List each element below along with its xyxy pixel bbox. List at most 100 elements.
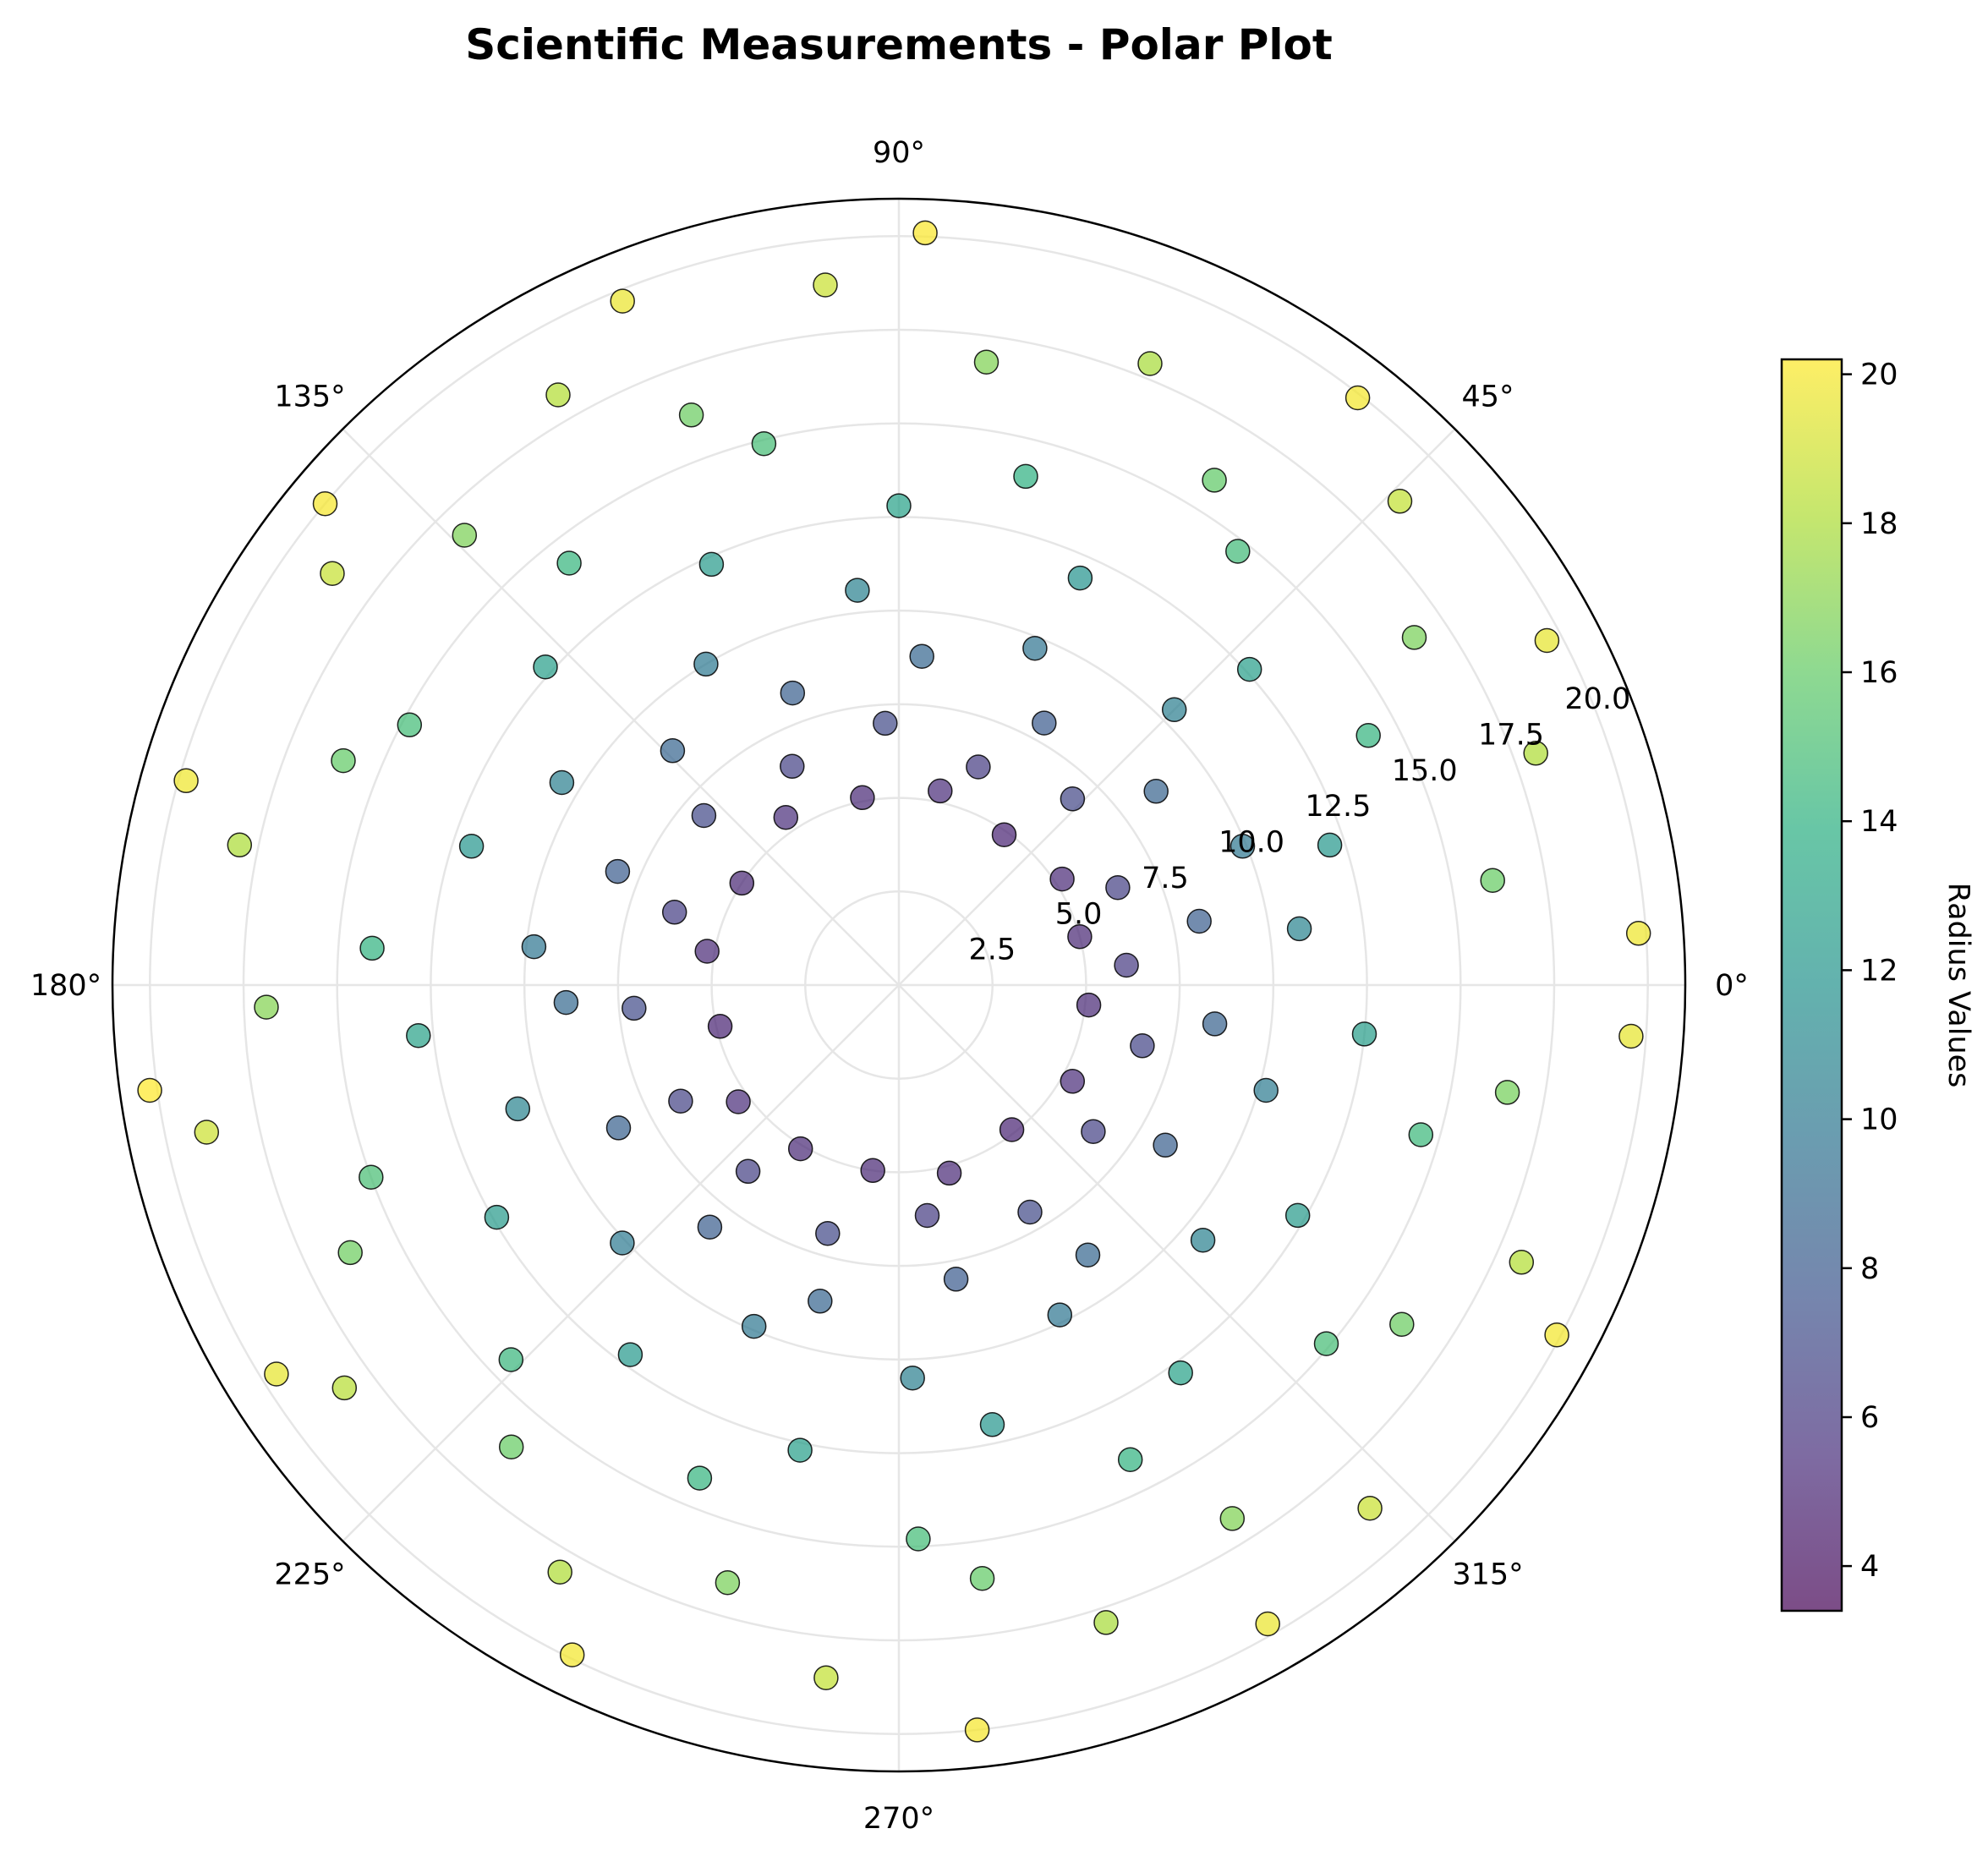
colorbar-tick-label: 12 xyxy=(1860,954,1898,988)
data-point xyxy=(1253,1077,1279,1103)
data-point xyxy=(697,1214,723,1240)
data-point xyxy=(691,802,717,829)
data-point xyxy=(331,747,356,774)
colorbar-ticks: 4 6 8 10 12 14 16 18 20 xyxy=(1842,359,1898,1584)
data-point xyxy=(1387,489,1413,514)
data-point xyxy=(173,768,199,794)
data-point xyxy=(707,1014,733,1039)
theta-tick-label: 135° xyxy=(274,381,345,414)
data-point xyxy=(1509,1250,1535,1275)
data-point xyxy=(553,989,579,1016)
data-point xyxy=(1186,908,1212,934)
data-point xyxy=(605,1115,632,1141)
data-point xyxy=(605,858,631,884)
data-point xyxy=(1236,656,1262,682)
data-point xyxy=(726,1089,751,1114)
colorbar-frame xyxy=(1780,358,1843,1612)
data-point xyxy=(498,1434,524,1459)
data-point xyxy=(505,1096,531,1122)
data-point xyxy=(549,769,575,796)
colorbar-label: Radius Values xyxy=(1941,883,1975,1088)
data-point xyxy=(1202,1011,1228,1037)
radius-tick-labels: 2.5 5.0 7.5 10.0 12.5 15.0 17.5 20.0 xyxy=(968,682,1630,967)
colorbar-gradient xyxy=(1782,359,1842,1611)
data-point xyxy=(660,738,686,764)
data-point xyxy=(1544,1322,1569,1348)
theta-tick-label: 225° xyxy=(274,1558,345,1592)
data-point xyxy=(661,900,687,925)
data-point xyxy=(264,1361,289,1387)
data-point xyxy=(813,272,838,298)
data-point xyxy=(1480,868,1505,893)
data-point xyxy=(458,834,485,859)
data-point xyxy=(780,753,805,780)
data-point xyxy=(545,382,571,408)
data-point xyxy=(1357,1495,1383,1521)
data-point xyxy=(1081,1119,1106,1144)
data-point xyxy=(860,1158,885,1184)
polar-outer-frame xyxy=(111,197,1687,1773)
radius-tick-label: 10.0 xyxy=(1219,826,1284,860)
data-point xyxy=(1255,1611,1280,1637)
data-point xyxy=(741,1313,767,1339)
data-point xyxy=(556,550,582,576)
data-point xyxy=(914,1202,940,1229)
data-point xyxy=(1130,1033,1155,1059)
colorbar-tick-label: 4 xyxy=(1860,1550,1879,1584)
data-point xyxy=(973,349,999,375)
data-point xyxy=(194,1120,220,1145)
data-point xyxy=(1202,468,1227,493)
theta-tick-label: 315° xyxy=(1452,1558,1523,1592)
data-point xyxy=(1286,916,1312,942)
data-point xyxy=(533,654,558,680)
data-point xyxy=(1093,1610,1119,1635)
data-point xyxy=(227,832,253,858)
data-point xyxy=(787,1437,813,1463)
data-point xyxy=(397,712,423,738)
data-point xyxy=(312,490,338,517)
data-point xyxy=(999,1117,1025,1142)
data-point xyxy=(693,651,719,677)
polar-grid xyxy=(112,199,1685,1771)
theta-tick-label: 0° xyxy=(1715,969,1749,1003)
data-point xyxy=(1313,1331,1339,1356)
data-point xyxy=(1067,565,1093,591)
data-point xyxy=(1168,1360,1193,1386)
colorbar-tick-label: 14 xyxy=(1860,805,1898,839)
data-point xyxy=(729,870,755,896)
radius-tick-label: 7.5 xyxy=(1142,862,1189,895)
data-point xyxy=(687,1465,713,1491)
data-point xyxy=(1060,1069,1086,1094)
data-point xyxy=(254,994,279,1020)
data-point xyxy=(622,995,647,1021)
data-point xyxy=(1161,697,1187,723)
data-point xyxy=(1022,635,1048,661)
data-point xyxy=(780,680,806,706)
data-point xyxy=(751,430,777,457)
colorbar-tick-label: 16 xyxy=(1860,656,1898,690)
data-point xyxy=(1389,1311,1415,1337)
data-point xyxy=(1190,1227,1216,1253)
data-point xyxy=(906,1526,931,1552)
data-point xyxy=(521,933,547,960)
data-point xyxy=(873,710,898,736)
radius-tick-label: 20.0 xyxy=(1564,682,1630,716)
data-point xyxy=(678,402,704,428)
colorbar-tick-label: 10 xyxy=(1860,1103,1898,1137)
data-point xyxy=(406,1022,431,1048)
radius-tick-label: 12.5 xyxy=(1305,790,1371,824)
data-point xyxy=(1229,834,1256,859)
colorbar-tick-label: 20 xyxy=(1860,359,1898,392)
data-point xyxy=(610,288,635,314)
data-point xyxy=(137,1077,162,1103)
colorbar-tick-label: 8 xyxy=(1860,1252,1879,1286)
data-point xyxy=(1284,1202,1311,1229)
data-point xyxy=(1117,1447,1143,1472)
radius-tick-label: 17.5 xyxy=(1478,718,1544,752)
theta-tick-label: 45° xyxy=(1461,381,1514,414)
data-point xyxy=(1032,710,1057,736)
data-point xyxy=(610,1230,635,1256)
data-point xyxy=(964,1717,990,1743)
data-point xyxy=(1317,832,1343,858)
data-point xyxy=(850,785,875,811)
